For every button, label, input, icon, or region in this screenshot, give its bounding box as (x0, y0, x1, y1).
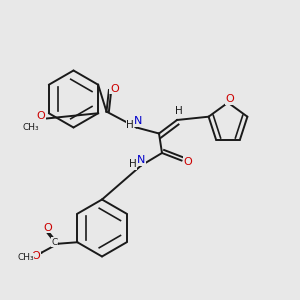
Text: H: H (126, 119, 134, 130)
Text: O: O (183, 157, 192, 167)
Text: H: H (129, 159, 136, 169)
Text: N: N (134, 116, 142, 127)
Text: O: O (43, 223, 52, 233)
Text: H: H (175, 106, 182, 116)
Text: CH₃: CH₃ (22, 123, 39, 132)
Text: O: O (225, 94, 234, 104)
Text: C: C (52, 238, 58, 247)
Text: O: O (32, 251, 40, 261)
Text: CH₃: CH₃ (17, 253, 34, 262)
Text: N: N (137, 155, 145, 165)
Text: O: O (37, 111, 46, 121)
Text: O: O (110, 83, 119, 94)
